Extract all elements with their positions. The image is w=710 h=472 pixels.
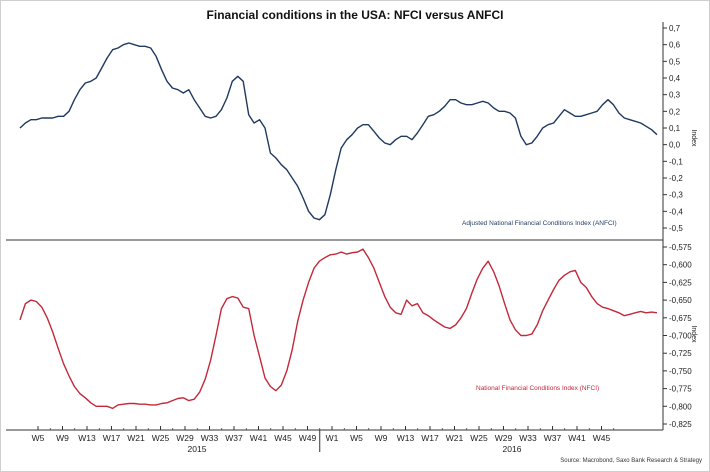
anfci-legend-label: Adjusted National Financial Conditions I… xyxy=(462,220,617,227)
anfci-y-tick-label: 0,6 xyxy=(669,41,681,50)
x-tick-label: W9 xyxy=(375,433,388,443)
x-tick-label: W33 xyxy=(201,433,219,443)
nfci-y-tick-label: -0,675 xyxy=(669,314,692,323)
anfci-y-tick-label: 0,0 xyxy=(669,141,681,150)
anfci-y-tick-label: 0,7 xyxy=(669,24,681,33)
nfci-y-tick-label: -0,625 xyxy=(669,278,692,287)
x-tick-label: W13 xyxy=(78,433,96,443)
x-tick-label: W9 xyxy=(56,433,69,443)
nfci-y-tick-label: -0,825 xyxy=(669,420,692,429)
anfci-y-tick-label: -0,2 xyxy=(669,174,683,183)
nfci-legend-label: National Financial Conditions Index (NFC… xyxy=(476,385,599,392)
x-tick-label: W21 xyxy=(446,433,464,443)
nfci-y-tick-label: -0,650 xyxy=(669,296,692,305)
nfci-y-tick-label: -0,750 xyxy=(669,367,692,376)
nfci-y-axis: -0,825 -0,800 -0,775 -0,750 -0,725 -0,700 -0,6… xyxy=(663,243,697,429)
x-tick-label: W25 xyxy=(470,433,488,443)
anfci-y-axis: -0,5 -0,4 -0,3 -0,2 -0,1 0,0 0,1 0,2 0,3 0,4 0,5 0,… xyxy=(663,24,697,233)
nfci-y-tick-label: -0,800 xyxy=(669,402,692,411)
year-label-2015: 2015 xyxy=(188,444,207,454)
nfci-y-tick-label: -0,775 xyxy=(669,385,692,394)
x-tick-label: W45 xyxy=(593,433,611,443)
x-tick-label: W41 xyxy=(568,433,586,443)
nfci-y-tick-label: -0,700 xyxy=(669,332,692,341)
x-tick-label: W33 xyxy=(519,433,537,443)
x-tick-label: W5 xyxy=(350,433,363,443)
source-note: Source: Macrobond, Saxo Bank Research & … xyxy=(560,458,702,464)
x-tick-label: W49 xyxy=(299,433,317,443)
nfci-y-tick-label: -0,600 xyxy=(669,261,692,270)
anfci-y-tick-label: -0,5 xyxy=(669,224,683,233)
anfci-y-tick-label: -0,4 xyxy=(669,207,683,216)
anfci-y-tick-label: 0,2 xyxy=(669,107,681,116)
x-tick-label: W45 xyxy=(274,433,292,443)
x-tick-label: W37 xyxy=(225,433,243,443)
year-label-2016: 2016 xyxy=(503,444,522,454)
y-axis-title: Index xyxy=(690,129,697,147)
anfci-y-tick-label: -0,3 xyxy=(669,191,683,200)
x-tick-label: W17 xyxy=(103,433,121,443)
x-tick-label: W25 xyxy=(152,433,170,443)
x-tick-label: W37 xyxy=(544,433,562,443)
x-tick-label: W17 xyxy=(421,433,439,443)
x-tick-label: W41 xyxy=(250,433,268,443)
anfci-y-tick-label: 0,1 xyxy=(669,124,681,133)
chart-canvas: -0,5 -0,4 -0,3 -0,2 -0,1 0,0 0,1 0,2 0,3 0,4 0,5 0,… xyxy=(0,0,710,472)
x-tick-label: W5 xyxy=(32,433,45,443)
anfci-y-tick-label: -0,1 xyxy=(669,157,683,166)
y-axis-title: Index xyxy=(690,325,697,343)
anfci-y-tick-label: 0,3 xyxy=(669,91,681,100)
nfci-y-tick-label: -0,725 xyxy=(669,349,692,358)
x-tick-label: W21 xyxy=(127,433,145,443)
x-tick-label: W29 xyxy=(176,433,194,443)
anfci-line xyxy=(20,43,657,220)
x-tick-label: W29 xyxy=(495,433,513,443)
x-tick-label: W13 xyxy=(397,433,415,443)
nfci-y-tick-label: -0,575 xyxy=(669,243,692,252)
anfci-y-tick-label: 0,4 xyxy=(669,74,681,83)
anfci-y-tick-label: 0,5 xyxy=(669,57,681,66)
x-tick-label: W1 xyxy=(326,433,339,443)
